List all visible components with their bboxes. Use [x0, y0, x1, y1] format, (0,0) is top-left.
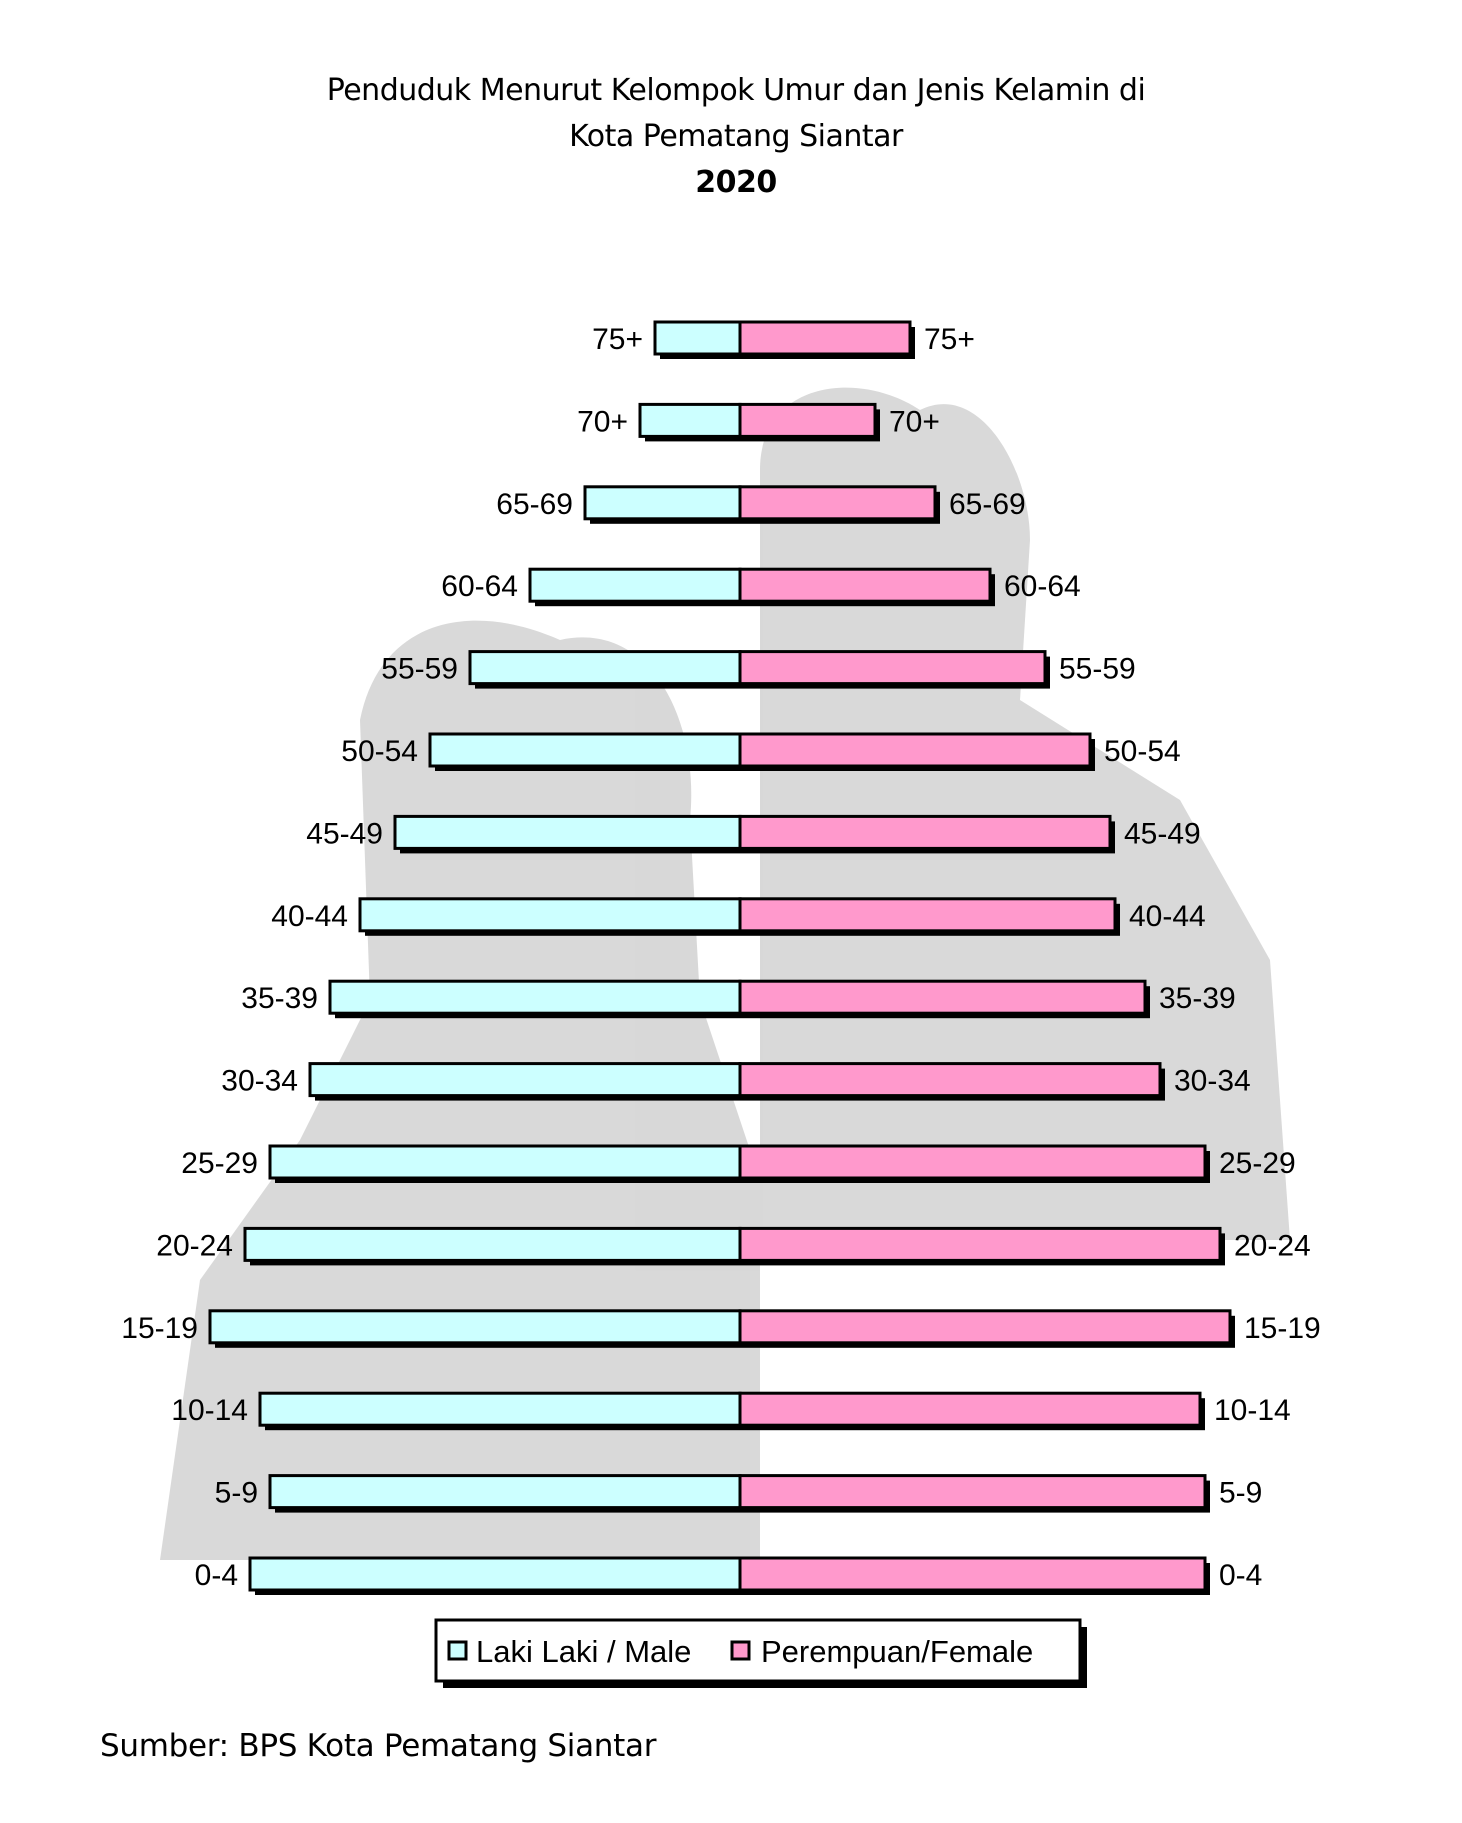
bar-female-35-39 — [738, 979, 1147, 1015]
tick-label-male: 75+ — [592, 323, 643, 356]
bar-female-0-4 — [738, 1556, 1207, 1592]
bar-male-65-69 — [583, 485, 742, 521]
tick-label-male: 45-49 — [306, 817, 383, 850]
tick-label-female: 30-34 — [1174, 1065, 1251, 1098]
tick-label-female: 5-9 — [1219, 1477, 1262, 1510]
tick-label-male: 10-14 — [171, 1394, 248, 1427]
tick-label-female: 40-44 — [1129, 900, 1206, 933]
tick-label-female: 35-39 — [1159, 982, 1236, 1015]
bar-female-25-29 — [738, 1144, 1207, 1180]
tick-label-male: 15-19 — [121, 1312, 198, 1345]
tick-label-male: 20-24 — [156, 1229, 233, 1262]
bar-male-35-39 — [328, 979, 742, 1015]
labels-layer: 75+ 75+ 70+ 70+ 65-69 65-69 60-64 60-64 55-59 55-… — [121, 323, 1320, 1592]
tick-label-male: 30-34 — [221, 1065, 298, 1098]
tick-label-female: 65-69 — [949, 488, 1026, 521]
tick-label-male: 60-64 — [441, 570, 518, 603]
bar-male-40-44 — [358, 897, 742, 933]
tick-label-female: 15-19 — [1244, 1312, 1321, 1345]
bar-female-30-34 — [738, 1062, 1162, 1098]
bar-female-70+ — [738, 402, 877, 438]
bar-female-15-19 — [738, 1309, 1232, 1345]
title-year: 2020 — [695, 165, 777, 200]
tick-label-female: 70+ — [889, 405, 940, 438]
title-line-2: Kota Pematang Siantar — [569, 119, 903, 154]
bar-male-20-24 — [243, 1226, 742, 1262]
bar-male-50-54 — [428, 732, 742, 768]
bar-female-60-64 — [738, 567, 992, 603]
tick-label-female: 20-24 — [1234, 1229, 1311, 1262]
tick-label-female: 50-54 — [1104, 735, 1181, 768]
tick-label-male: 40-44 — [271, 900, 348, 933]
bar-female-55-59 — [738, 650, 1047, 686]
bars-layer — [208, 320, 1235, 1595]
bar-female-40-44 — [738, 897, 1117, 933]
chart-title: Penduduk Menurut Kelompok Umur dan Jenis… — [0, 68, 1462, 206]
bar-male-30-34 — [308, 1062, 742, 1098]
bar-male-15-19 — [208, 1309, 742, 1345]
tick-label-male: 25-29 — [181, 1147, 258, 1180]
bar-female-50-54 — [738, 732, 1092, 768]
bar-male-5-9 — [268, 1474, 742, 1510]
tick-label-male: 50-54 — [341, 735, 418, 768]
tick-label-female: 25-29 — [1219, 1147, 1296, 1180]
bar-female-10-14 — [738, 1391, 1202, 1427]
bar-male-70+ — [638, 402, 742, 438]
legend-swatch-female — [730, 1640, 751, 1661]
legend-label-female: Perempuan/Female — [761, 1634, 1033, 1669]
legend: Laki Laki / Male Perempuan/Female — [434, 1618, 1087, 1688]
tick-label-male: 55-59 — [381, 653, 458, 686]
watermark-silhouette — [160, 387, 1290, 1560]
bar-female-5-9 — [738, 1474, 1207, 1510]
tick-label-male: 65-69 — [496, 488, 573, 521]
bar-male-75+ — [653, 320, 742, 356]
tick-label-female: 60-64 — [1004, 570, 1081, 603]
bar-male-55-59 — [468, 650, 742, 686]
source-note: Sumber: BPS Kota Pematang Siantar — [100, 1728, 657, 1764]
title-line-1: Penduduk Menurut Kelompok Umur dan Jenis… — [326, 73, 1146, 108]
bar-male-45-49 — [393, 814, 742, 850]
bar-female-65-69 — [738, 485, 937, 521]
bar-female-45-49 — [738, 814, 1112, 850]
tick-label-male: 5-9 — [215, 1477, 258, 1510]
tick-label-female: 75+ — [924, 323, 975, 356]
legend-box — [434, 1618, 1082, 1683]
bar-male-0-4 — [248, 1556, 742, 1592]
tick-label-male: 35-39 — [241, 982, 318, 1015]
bar-male-25-29 — [268, 1144, 742, 1180]
tick-label-female: 45-49 — [1124, 817, 1201, 850]
legend-label-male: Laki Laki / Male — [476, 1634, 691, 1669]
bar-female-75+ — [738, 320, 912, 356]
bar-male-60-64 — [528, 567, 742, 603]
tick-label-male: 70+ — [577, 405, 628, 438]
legend-swatch-male — [447, 1640, 468, 1661]
tick-label-female: 0-4 — [1219, 1559, 1262, 1592]
bar-female-20-24 — [738, 1226, 1222, 1262]
bar-male-10-14 — [258, 1391, 742, 1427]
tick-label-male: 0-4 — [195, 1559, 238, 1592]
tick-label-female: 10-14 — [1214, 1394, 1291, 1427]
tick-label-female: 55-59 — [1059, 653, 1136, 686]
